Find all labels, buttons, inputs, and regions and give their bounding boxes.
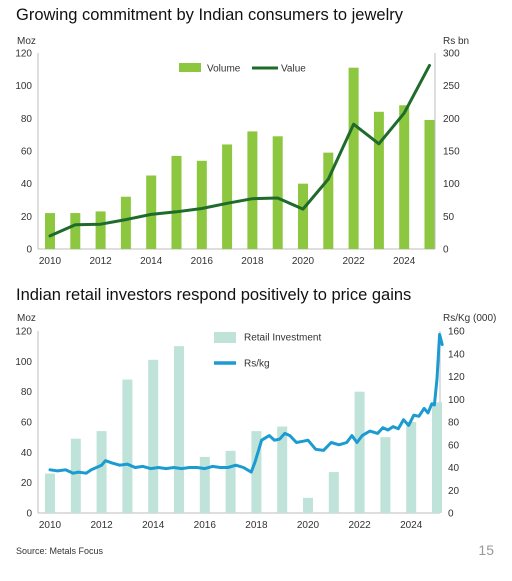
chart1-right-tick: 100	[443, 179, 460, 190]
chart2-left-tick: 40	[21, 448, 33, 459]
chart2-left-tick: 60	[21, 418, 33, 429]
chart2-bar	[45, 473, 55, 513]
chart2-bar	[328, 472, 339, 513]
chart2-right-unit: Rs/Kg (000)	[443, 313, 496, 324]
chart1-bar	[373, 111, 384, 249]
chart1-svg: Moz Rs bn 0 20 40 60 80 100 120 0 50 100 150 200 250 30…	[15, 36, 469, 267]
chart2-x-tick: 2010	[39, 520, 62, 531]
chart2-bar	[225, 450, 236, 513]
chart2-legend-label-line: Rs/kg	[244, 359, 270, 370]
chart2-bar	[148, 359, 159, 513]
chart1-bar	[399, 105, 410, 250]
chart1-right-tick: 200	[443, 114, 460, 125]
chart1-x-tick: 2020	[292, 256, 315, 267]
chart1-bar	[196, 160, 207, 249]
chart2-legend-label-bar: Retail Investment	[244, 333, 321, 344]
chart2-right-tick: 160	[448, 327, 465, 338]
chart1-bar	[120, 196, 131, 249]
chart1-legend-label-line: Value	[281, 64, 306, 75]
chart1-bar	[424, 119, 435, 249]
chart1-line-value	[48, 63, 431, 238]
chart1-bar	[247, 131, 258, 249]
chart2-left-tick: 100	[15, 357, 32, 368]
chart2-bar	[380, 437, 391, 513]
chart1-left-tick: 60	[21, 147, 33, 158]
chart1-x-tick: 2024	[393, 256, 416, 267]
chart2-right-tick: 100	[448, 395, 465, 406]
chart2-right-tick: 0	[448, 509, 454, 520]
chart2-left-tick: 80	[21, 387, 33, 398]
chart2-bar	[432, 402, 442, 513]
chart1-legend-swatch-bar	[179, 63, 201, 72]
chart1-bar	[171, 155, 182, 249]
chart2-title: Indian retail investors respond positive…	[16, 286, 412, 304]
chart1-x-tick: 2010	[39, 256, 62, 267]
chart2-legend-swatch-bar	[214, 332, 236, 343]
chart2-bar	[354, 391, 365, 513]
chart2-bar	[174, 346, 184, 513]
chart2-x-tick: 2020	[297, 520, 320, 531]
chart1-bar	[222, 144, 233, 249]
chart2-x-tick: 2024	[400, 520, 423, 531]
chart2-bar	[277, 426, 288, 513]
chart1-x-tick: 2018	[241, 256, 264, 267]
chart1-right-tick: 50	[443, 212, 455, 223]
chart1-bar	[323, 152, 334, 249]
chart2-right-tick: 60	[448, 440, 460, 451]
chart1-left-unit: Moz	[17, 36, 36, 47]
chart2-right-tick: 80	[448, 418, 460, 429]
chart2-right-tick: 20	[448, 486, 460, 497]
chart1-legend-label-bar: Volume	[207, 64, 241, 75]
chart2-bar	[70, 438, 81, 513]
chart2-x-tick: 2022	[348, 520, 371, 531]
chart2-bar	[122, 379, 133, 513]
source-note: Source: Metals Focus	[16, 546, 104, 556]
chart1-bar	[45, 213, 55, 249]
chart2-x-tick: 2014	[142, 520, 165, 531]
chart2-bar	[303, 497, 313, 513]
chart1-x-tick: 2022	[342, 256, 365, 267]
chart1-x-tick: 2016	[191, 256, 214, 267]
chart2-left-tick: 20	[21, 478, 33, 489]
chart1-left-tick: 100	[15, 81, 32, 92]
chart1-right-unit: Rs bn	[443, 36, 469, 47]
chart1-bar	[272, 136, 283, 249]
chart2-bar	[251, 431, 262, 513]
chart2-left-tick: 120	[15, 327, 32, 338]
chart1-left-tick: 0	[26, 245, 32, 256]
chart1-bar	[348, 67, 359, 249]
chart2-bar	[96, 431, 107, 513]
chart1-right-tick: 150	[443, 147, 460, 158]
chart1-bar	[146, 175, 157, 249]
chart1-x-tick: 2012	[89, 256, 112, 267]
chart1-bar	[70, 213, 81, 249]
chart1-right-tick: 300	[443, 49, 460, 60]
chart1-bar	[298, 183, 308, 249]
chart2-x-tick: 2012	[90, 520, 113, 531]
chart2-left-tick: 0	[26, 509, 32, 520]
chart1-title: Growing commitment by Indian consumers t…	[16, 6, 403, 24]
chart1-left-tick: 120	[15, 49, 32, 60]
chart2-right-tick: 40	[448, 463, 460, 474]
chart2-line-rs-kg	[48, 332, 444, 475]
chart1-left-tick: 80	[21, 114, 33, 125]
chart1-right-tick: 250	[443, 81, 460, 92]
chart2-bar	[199, 456, 210, 513]
chart1-left-tick: 20	[21, 212, 33, 223]
chart1-bar	[95, 211, 106, 249]
chart2-right-tick: 140	[448, 349, 465, 360]
chart1-x-tick: 2014	[140, 256, 163, 267]
chart1-left-tick: 40	[21, 179, 33, 190]
chart2-x-tick: 2016	[194, 520, 217, 531]
chart2-bar	[406, 422, 417, 513]
chart2-x-tick: 2018	[245, 520, 268, 531]
page-number: 15	[478, 542, 494, 558]
chart2-right-tick: 120	[448, 372, 465, 383]
chart2-left-unit: Moz	[17, 313, 36, 324]
chart1-right-tick: 0	[443, 245, 449, 256]
